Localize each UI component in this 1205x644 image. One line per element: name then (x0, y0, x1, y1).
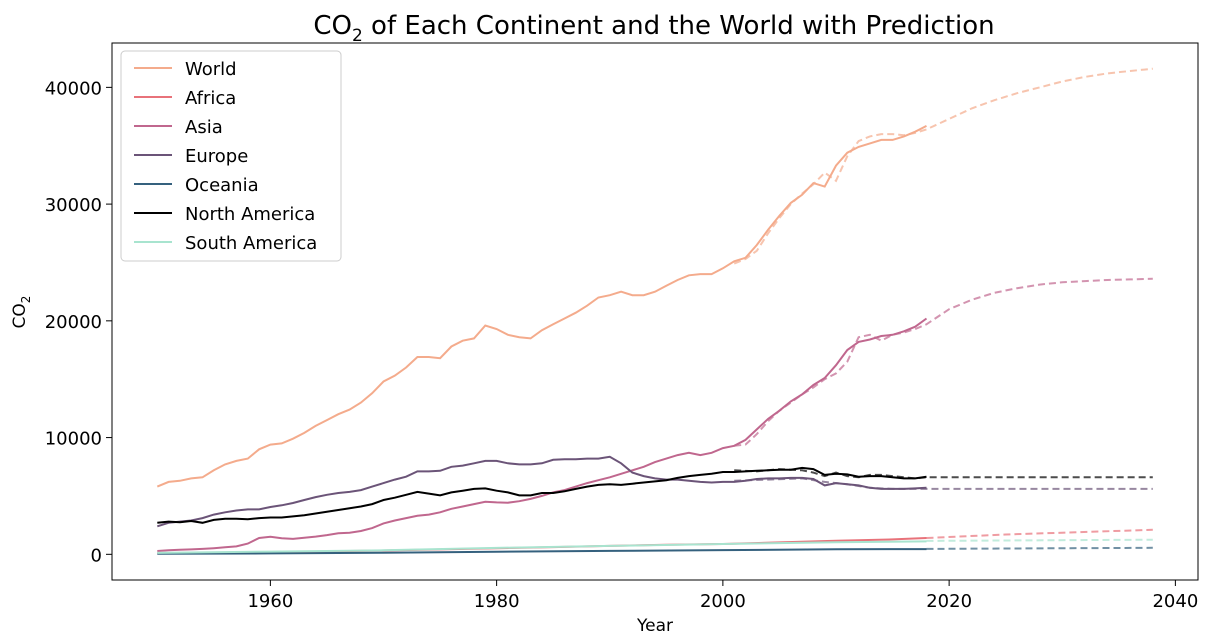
axes-frame (111, 42, 1199, 581)
chart-title: CO2 of Each Continent and the World with… (313, 11, 994, 46)
y-axis-label: CO2 (10, 296, 33, 329)
prediction-line-africa (926, 528, 1153, 539)
y-tick-label: 0 (91, 545, 102, 566)
series-line-north-america (157, 466, 927, 524)
prediction-line-europe (734, 477, 1153, 490)
legend-label-europe: Europe (185, 146, 248, 167)
x-tick-label: 1960 (247, 591, 293, 612)
legend: World Africa Asia Europe Oceania North Americ… (120, 50, 342, 262)
x-axis-ticks: 1960 1980 2000 2020 2040 (247, 580, 1198, 612)
prediction-line-asia (734, 277, 1153, 447)
x-tick-label: 2000 (700, 591, 746, 612)
series-line-oceania (157, 548, 927, 555)
series-line-asia (157, 317, 928, 552)
x-tick-label: 1980 (474, 591, 520, 612)
x-tick-label: 2020 (926, 591, 972, 612)
series-line-south-america (157, 540, 927, 554)
y-tick-label: 40000 (45, 78, 102, 99)
legend-label-asia: Asia (185, 117, 223, 138)
prediction-line-south-america (926, 538, 1153, 542)
legend-label-north-america: North America (185, 204, 315, 225)
legend-label-south-america: South America (185, 233, 317, 254)
y-tick-label: 20000 (45, 312, 102, 333)
series-line-world (156, 125, 927, 488)
series-line-europe (157, 455, 927, 528)
legend-label-africa: Africa (185, 88, 236, 109)
legend-label-oceania: Oceania (185, 175, 259, 196)
series-lines (156, 125, 928, 555)
x-axis-label: Year (636, 616, 673, 636)
y-tick-label: 10000 (45, 429, 102, 450)
prediction-line-oceania (926, 546, 1153, 550)
prediction-line-world (733, 67, 1153, 265)
y-tick-label: 30000 (45, 195, 102, 216)
prediction-lines (733, 67, 1153, 550)
legend-label-world: World (185, 59, 237, 80)
x-tick-label: 2040 (1152, 591, 1198, 612)
legend-box (120, 50, 342, 262)
y-axis-ticks: 0 10000 20000 30000 40000 (45, 78, 112, 566)
plot-area (156, 67, 1153, 555)
